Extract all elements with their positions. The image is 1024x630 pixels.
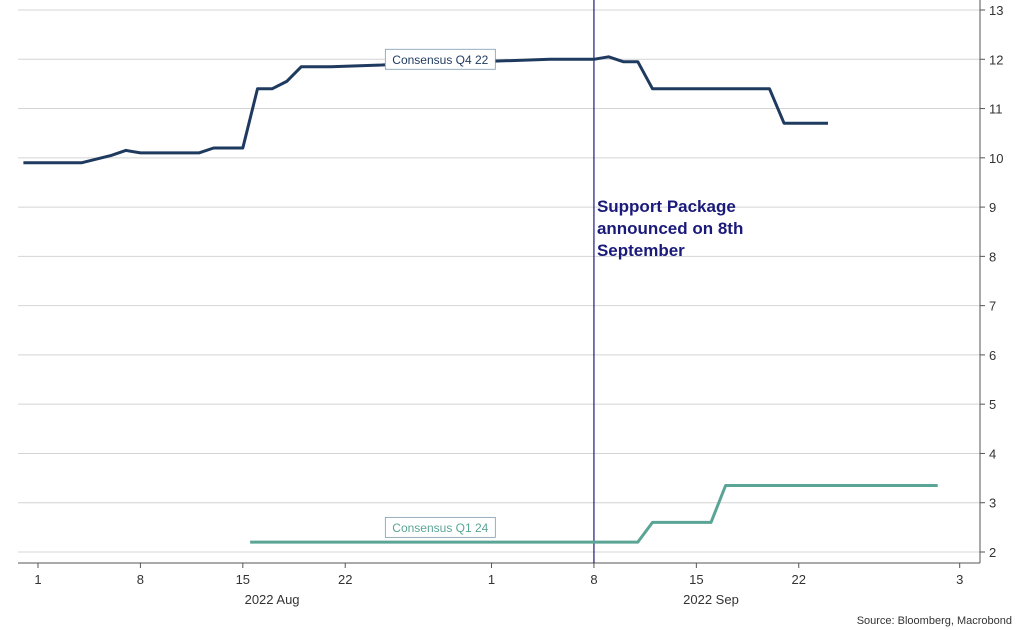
- y-tick-label: 13: [989, 3, 1003, 18]
- x-period-label: 2022 Sep: [683, 592, 739, 607]
- x-tick-label: 1: [34, 572, 41, 587]
- annotation: Support Package announced on 8th September: [597, 197, 743, 260]
- x-tick-label: 15: [236, 572, 250, 587]
- source-note: Source: Bloomberg, Macrobond: [857, 615, 1012, 627]
- axes: 2 3 4 5 6 7 8 9 10 11 12 13 1 8 15 22 1 8 15 22 3 2022 Aug 202…: [18, 0, 1003, 607]
- annotation-line-1: Support Package: [597, 197, 736, 216]
- x-tick-label: 15: [689, 572, 703, 587]
- y-tick-label: 10: [989, 151, 1003, 166]
- x-tick-label: 3: [956, 572, 963, 587]
- y-tick-label: 11: [989, 102, 1003, 117]
- series-label-box-1: [384, 516, 496, 538]
- gridlines: [18, 9, 980, 553]
- y-tick-label: 2: [989, 545, 996, 560]
- y-tick-label: 6: [989, 348, 996, 363]
- series-line-0: [23, 55, 828, 165]
- x-tick-label: 22: [792, 572, 806, 587]
- y-tick-label: 7: [989, 299, 996, 314]
- series-labels: Consensus Q4 22 Consensus Q1 24: [384, 48, 496, 538]
- y-tick-label: 9: [989, 200, 996, 215]
- series-label-0: Consensus Q4 22: [392, 53, 488, 67]
- y-tick-label: 4: [989, 446, 996, 461]
- x-tick-label: 8: [137, 572, 144, 587]
- series-label-1: Consensus Q1 24: [392, 521, 488, 535]
- y-tick-label: 3: [989, 496, 996, 511]
- series-label-box-0: [384, 48, 496, 70]
- y-tick-label: 12: [989, 52, 1003, 67]
- x-tick-label: 1: [488, 572, 495, 587]
- series-lines: [23, 55, 938, 544]
- y-tick-label: 8: [989, 249, 996, 264]
- x-period-label: 2022 Aug: [245, 592, 300, 607]
- annotation-line-3: September: [597, 241, 685, 260]
- y-tick-label: 5: [989, 397, 996, 412]
- series-line-1: [250, 484, 938, 544]
- x-tick-label: 22: [338, 572, 352, 587]
- x-tick-label: 8: [590, 572, 597, 587]
- annotation-line-2: announced on 8th: [597, 219, 743, 238]
